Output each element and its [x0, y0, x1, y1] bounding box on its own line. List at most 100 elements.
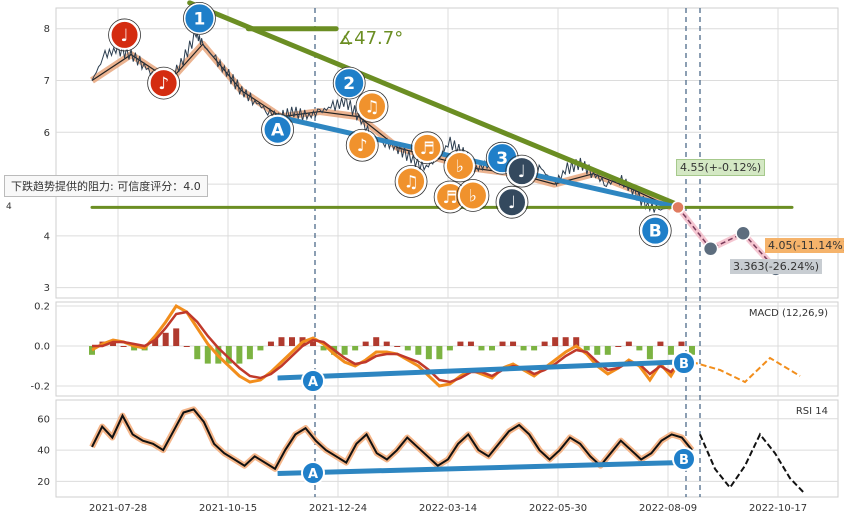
macd-histogram-bar	[89, 346, 95, 355]
pattern-marker: ♬	[410, 131, 444, 165]
macd-panel: MACD (12,26,9)	[89, 303, 828, 388]
marker-circle	[148, 68, 179, 99]
marker-circle	[333, 67, 366, 100]
macd-histogram-bar	[152, 337, 159, 346]
macd-histogram-bar	[678, 341, 685, 346]
marker-circle	[506, 156, 537, 187]
macd-forecast-line	[691, 356, 801, 384]
marker-ring	[505, 154, 539, 188]
macd-histogram-bar	[120, 346, 127, 347]
resistance-score-strip: 4	[6, 202, 12, 212]
marker-ring	[495, 185, 529, 219]
x-tick-label: 2021-10-15	[199, 503, 257, 514]
marker-circle	[357, 91, 387, 122]
pattern-marker: B	[638, 214, 672, 248]
marker-ring	[443, 149, 477, 183]
macd-histogram-bar	[636, 346, 643, 351]
y-tick-label: 8	[44, 24, 50, 35]
resistance-score-prefix: 4	[6, 202, 12, 212]
current-value-tag: 4.55(+-0.12%)	[676, 159, 766, 176]
y-tick-label: 20	[37, 477, 50, 488]
macd-histogram-bar	[362, 341, 369, 346]
price-panel	[90, 0, 794, 277]
x-tick-label: 2022-03-14	[419, 503, 477, 514]
pattern-marker: 2	[332, 66, 366, 100]
falling-resistance-trendline	[187, 0, 681, 208]
marker-ring	[638, 214, 672, 248]
macd-histogram-bar	[352, 346, 359, 351]
rsi-panel: RSI 14	[89, 406, 828, 495]
y-tick-label: 4	[44, 231, 50, 242]
macd-histogram-bar	[320, 346, 327, 351]
forecast-low-tag: 3.363(-26.24%)	[730, 259, 822, 274]
pattern-marker: 1	[183, 1, 216, 35]
marker-circle	[396, 166, 427, 197]
macd-histogram-bar	[583, 346, 590, 351]
macd-histogram-bar	[604, 346, 611, 355]
marker-circle	[412, 132, 443, 163]
macd-histogram-bar	[394, 346, 401, 347]
macd-histogram-bar	[467, 341, 474, 346]
marker-circle	[183, 2, 216, 35]
macd-histogram-bar	[204, 346, 211, 364]
x-tick-label: 2022-08-09	[639, 503, 697, 514]
y-tick-label: 0.2	[34, 302, 50, 313]
pattern-marker: ♫	[394, 165, 428, 198]
marker-circle	[457, 180, 488, 211]
macd-histogram-bar	[373, 337, 380, 346]
marker-ring	[332, 66, 366, 100]
rsi-divergence-line	[277, 460, 679, 477]
macd-title: MACD (12,26,9)	[749, 308, 828, 319]
macd-histogram-bar	[404, 346, 411, 351]
divergence-marker-label: B	[679, 357, 689, 372]
y-tick-label: 60	[37, 414, 50, 425]
marker-ring	[456, 179, 490, 212]
macd-histogram-bar	[510, 341, 517, 346]
macd-histogram-bar	[478, 346, 485, 351]
y-tick-label: 7	[44, 76, 50, 87]
forecast-high-tag: 4.05(-11.14%)	[765, 238, 844, 253]
macd-histogram-bar	[436, 346, 443, 360]
marker-circle	[640, 215, 671, 246]
divergence-marker-label: B	[679, 453, 689, 468]
marker-circle	[347, 130, 378, 161]
macd-histogram-bar	[257, 346, 264, 351]
pattern-marker: ♭	[456, 179, 490, 212]
divergence-marker	[301, 369, 325, 393]
marker-ring	[394, 165, 428, 198]
macd-divergence-line	[277, 359, 679, 381]
macd-histogram-bar	[173, 328, 180, 346]
y-tick-label: -0.2	[30, 382, 50, 393]
marker-label: ♬	[420, 139, 435, 159]
macd-histogram-bar	[489, 346, 495, 351]
pattern-marker: ♭	[443, 149, 477, 183]
marker-label: ♩	[121, 26, 129, 46]
forecast-line	[677, 206, 777, 270]
macd-histogram-bar	[236, 346, 243, 364]
marker-label: ♩	[508, 193, 516, 213]
macd-histogram-bar	[573, 337, 580, 346]
macd-histogram-bar	[657, 341, 664, 346]
marker-circle	[497, 187, 527, 218]
macd-histogram-bar	[110, 341, 117, 346]
rsi-frame	[55, 399, 839, 498]
resistance-callout-text: 下跌趋势提供的阻力: 可信度评分：4.0	[11, 180, 201, 193]
pattern-marker: ♩	[505, 154, 539, 188]
y-tick-label: 3	[44, 283, 50, 294]
divergence-marker-label: A	[308, 375, 318, 390]
macd-histogram-bar	[278, 337, 285, 346]
divergence-marker	[672, 351, 696, 375]
marker-label: ♬	[443, 188, 458, 208]
marker-ring	[345, 128, 379, 162]
macd-histogram-bar	[520, 346, 527, 351]
pattern-marker: ♩	[108, 18, 141, 52]
macd-histogram-bar	[383, 341, 390, 346]
x-tick-label: 2021-12-24	[309, 503, 367, 514]
marker-ring	[355, 89, 389, 123]
macd-histogram-bar	[667, 346, 674, 355]
macd-histogram-bar	[267, 341, 274, 346]
y-tick-label: 0.0	[34, 342, 50, 353]
pattern-marker: ♫	[355, 89, 389, 123]
forecast-low-text: 3.363(-26.24%)	[733, 260, 819, 273]
marker-label: A	[271, 121, 285, 141]
